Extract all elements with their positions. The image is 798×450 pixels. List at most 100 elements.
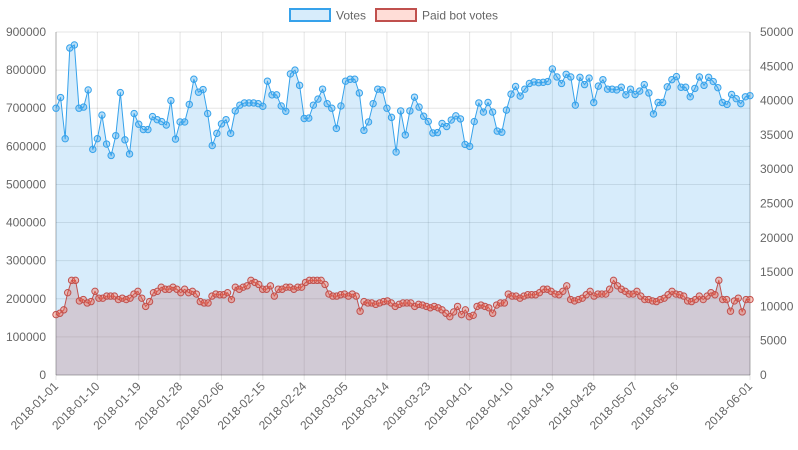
point-paid-bot-votes[interactable] [383, 297, 392, 305]
point-votes[interactable] [401, 131, 409, 139]
point-votes[interactable] [397, 107, 405, 115]
point-paid-bot-votes[interactable] [656, 295, 665, 304]
point-paid-bot-votes[interactable] [726, 307, 735, 315]
point-votes[interactable] [599, 75, 607, 84]
point-paid-bot-votes[interactable] [258, 285, 267, 293]
point-votes[interactable] [406, 107, 414, 115]
point-paid-bot-votes[interactable] [91, 287, 99, 296]
point-votes[interactable] [732, 94, 740, 103]
point-votes[interactable] [130, 109, 138, 118]
point-paid-bot-votes[interactable] [196, 297, 204, 306]
point-paid-bot-votes[interactable] [524, 291, 532, 299]
point-paid-bot-votes[interactable] [118, 294, 126, 302]
point-paid-bot-votes[interactable] [368, 299, 376, 307]
point-paid-bot-votes[interactable] [278, 285, 286, 293]
point-votes[interactable] [387, 113, 396, 122]
point-paid-bot-votes[interactable] [227, 295, 236, 304]
point-paid-bot-votes[interactable] [399, 299, 407, 307]
point-paid-bot-votes[interactable] [563, 282, 571, 290]
point-votes[interactable] [203, 109, 212, 118]
point-votes[interactable] [695, 73, 704, 81]
point-paid-bot-votes[interactable] [243, 282, 251, 290]
point-paid-bot-votes[interactable] [216, 291, 224, 299]
point-votes[interactable] [318, 85, 327, 93]
point-votes[interactable] [548, 65, 557, 73]
point-votes[interactable] [364, 118, 373, 126]
point-votes[interactable] [590, 98, 598, 107]
point-paid-bot-votes[interactable] [270, 292, 279, 300]
point-votes[interactable] [208, 141, 216, 150]
point-paid-bot-votes[interactable] [719, 295, 727, 304]
point-paid-bot-votes[interactable] [633, 287, 641, 296]
point-paid-bot-votes[interactable] [282, 283, 290, 291]
point-paid-bot-votes[interactable] [333, 292, 341, 300]
point-votes[interactable] [663, 83, 671, 91]
point-paid-bot-votes[interactable] [266, 282, 275, 290]
point-paid-bot-votes[interactable] [356, 307, 364, 315]
point-paid-bot-votes[interactable] [496, 299, 505, 307]
point-paid-bot-votes[interactable] [52, 310, 60, 319]
point-paid-bot-votes[interactable] [531, 291, 540, 299]
point-paid-bot-votes[interactable] [192, 290, 201, 298]
point-paid-bot-votes[interactable] [184, 288, 193, 297]
point-paid-bot-votes[interactable] [161, 285, 169, 293]
point-votes[interactable] [475, 99, 483, 107]
point-votes[interactable] [553, 73, 561, 81]
point-paid-bot-votes[interactable] [473, 302, 481, 311]
point-votes[interactable] [516, 92, 524, 100]
point-votes[interactable] [185, 100, 193, 109]
point-paid-bot-votes[interactable] [329, 292, 337, 300]
point-votes[interactable] [433, 128, 442, 137]
point-paid-bot-votes[interactable] [434, 304, 442, 312]
point-votes[interactable] [617, 83, 626, 91]
point-paid-bot-votes[interactable] [644, 295, 653, 304]
point-paid-bot-votes[interactable] [114, 295, 123, 304]
point-paid-bot-votes[interactable] [364, 299, 372, 307]
point-paid-bot-votes[interactable] [71, 276, 80, 285]
point-votes[interactable] [277, 102, 285, 110]
point-votes[interactable] [112, 131, 120, 140]
point-paid-bot-votes[interactable] [500, 299, 509, 307]
point-votes[interactable] [576, 73, 584, 82]
point-paid-bot-votes[interactable] [411, 302, 419, 311]
point-paid-bot-votes[interactable] [106, 292, 115, 300]
point-paid-bot-votes[interactable] [67, 276, 76, 285]
point-votes[interactable] [272, 91, 281, 99]
point-votes[interactable] [636, 87, 644, 95]
point-paid-bot-votes[interactable] [297, 283, 306, 291]
point-paid-bot-votes[interactable] [239, 283, 247, 291]
point-paid-bot-votes[interactable] [372, 300, 380, 309]
point-paid-bot-votes[interactable] [508, 292, 516, 300]
point-paid-bot-votes[interactable] [652, 297, 661, 306]
point-votes[interactable] [594, 82, 603, 90]
point-votes[interactable] [649, 110, 658, 118]
point-paid-bot-votes[interactable] [340, 290, 349, 298]
point-votes[interactable] [442, 122, 451, 131]
point-votes[interactable] [295, 81, 304, 90]
point-paid-bot-votes[interactable] [200, 299, 208, 307]
point-votes[interactable] [328, 104, 336, 112]
point-paid-bot-votes[interactable] [75, 297, 84, 305]
point-paid-bot-votes[interactable] [488, 309, 497, 317]
point-paid-bot-votes[interactable] [676, 291, 684, 299]
point-votes[interactable] [700, 81, 708, 90]
point-votes[interactable] [484, 98, 492, 107]
point-votes[interactable] [222, 115, 230, 124]
point-votes[interactable] [231, 107, 239, 115]
point-paid-bot-votes[interactable] [294, 283, 302, 291]
point-paid-bot-votes[interactable] [746, 295, 754, 304]
point-paid-bot-votes[interactable] [430, 302, 438, 311]
point-votes[interactable] [691, 84, 699, 93]
point-paid-bot-votes[interactable] [395, 300, 403, 309]
point-votes[interactable] [709, 77, 717, 86]
point-votes[interactable] [622, 91, 630, 99]
point-votes[interactable] [199, 85, 207, 94]
point-votes[interactable] [89, 145, 97, 154]
point-votes[interactable] [544, 77, 552, 86]
point-paid-bot-votes[interactable] [539, 285, 548, 293]
point-paid-bot-votes[interactable] [527, 291, 536, 299]
point-votes[interactable] [171, 135, 180, 143]
point-paid-bot-votes[interactable] [722, 295, 731, 304]
point-paid-bot-votes[interactable] [290, 285, 298, 293]
point-paid-bot-votes[interactable] [738, 308, 746, 316]
